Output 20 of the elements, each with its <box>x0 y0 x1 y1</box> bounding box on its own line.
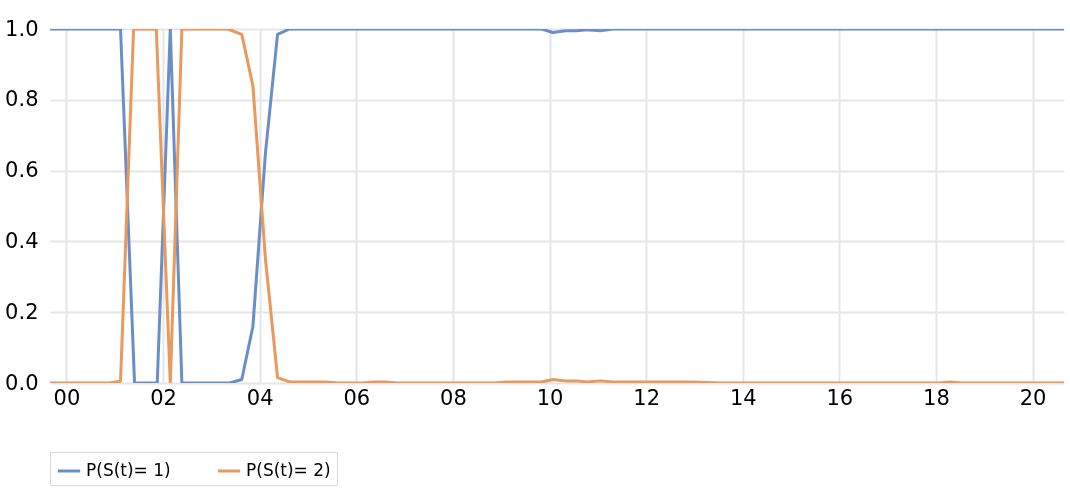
x-tick-label: 10 <box>536 385 564 410</box>
y-tick-label: 1.0 <box>5 16 39 41</box>
y-tick-label: 0.6 <box>5 158 39 183</box>
x-tick-label: 14 <box>729 385 757 410</box>
legend-label: P(S(t)= 2) <box>246 460 331 480</box>
x-tick-label: 18 <box>923 385 950 410</box>
x-tick-label: 06 <box>343 385 371 410</box>
line-series <box>50 29 1064 383</box>
y-tick-label: 0.0 <box>5 370 39 395</box>
x-tick-label: 16 <box>826 385 854 410</box>
y-tick-label: 0.4 <box>5 228 39 253</box>
y-tick-label: 0.2 <box>5 299 39 324</box>
x-tick-label: 02 <box>150 385 177 410</box>
y-tick-label: 0.8 <box>5 87 39 112</box>
x-tick-label: 08 <box>440 385 467 410</box>
x-tick-label: 20 <box>1019 385 1047 410</box>
legend-label: P(S(t)= 1) <box>86 460 171 480</box>
x-tick-label: 12 <box>633 385 660 410</box>
x-tick-label: 00 <box>53 385 81 410</box>
x-tick-label: 04 <box>246 385 274 410</box>
